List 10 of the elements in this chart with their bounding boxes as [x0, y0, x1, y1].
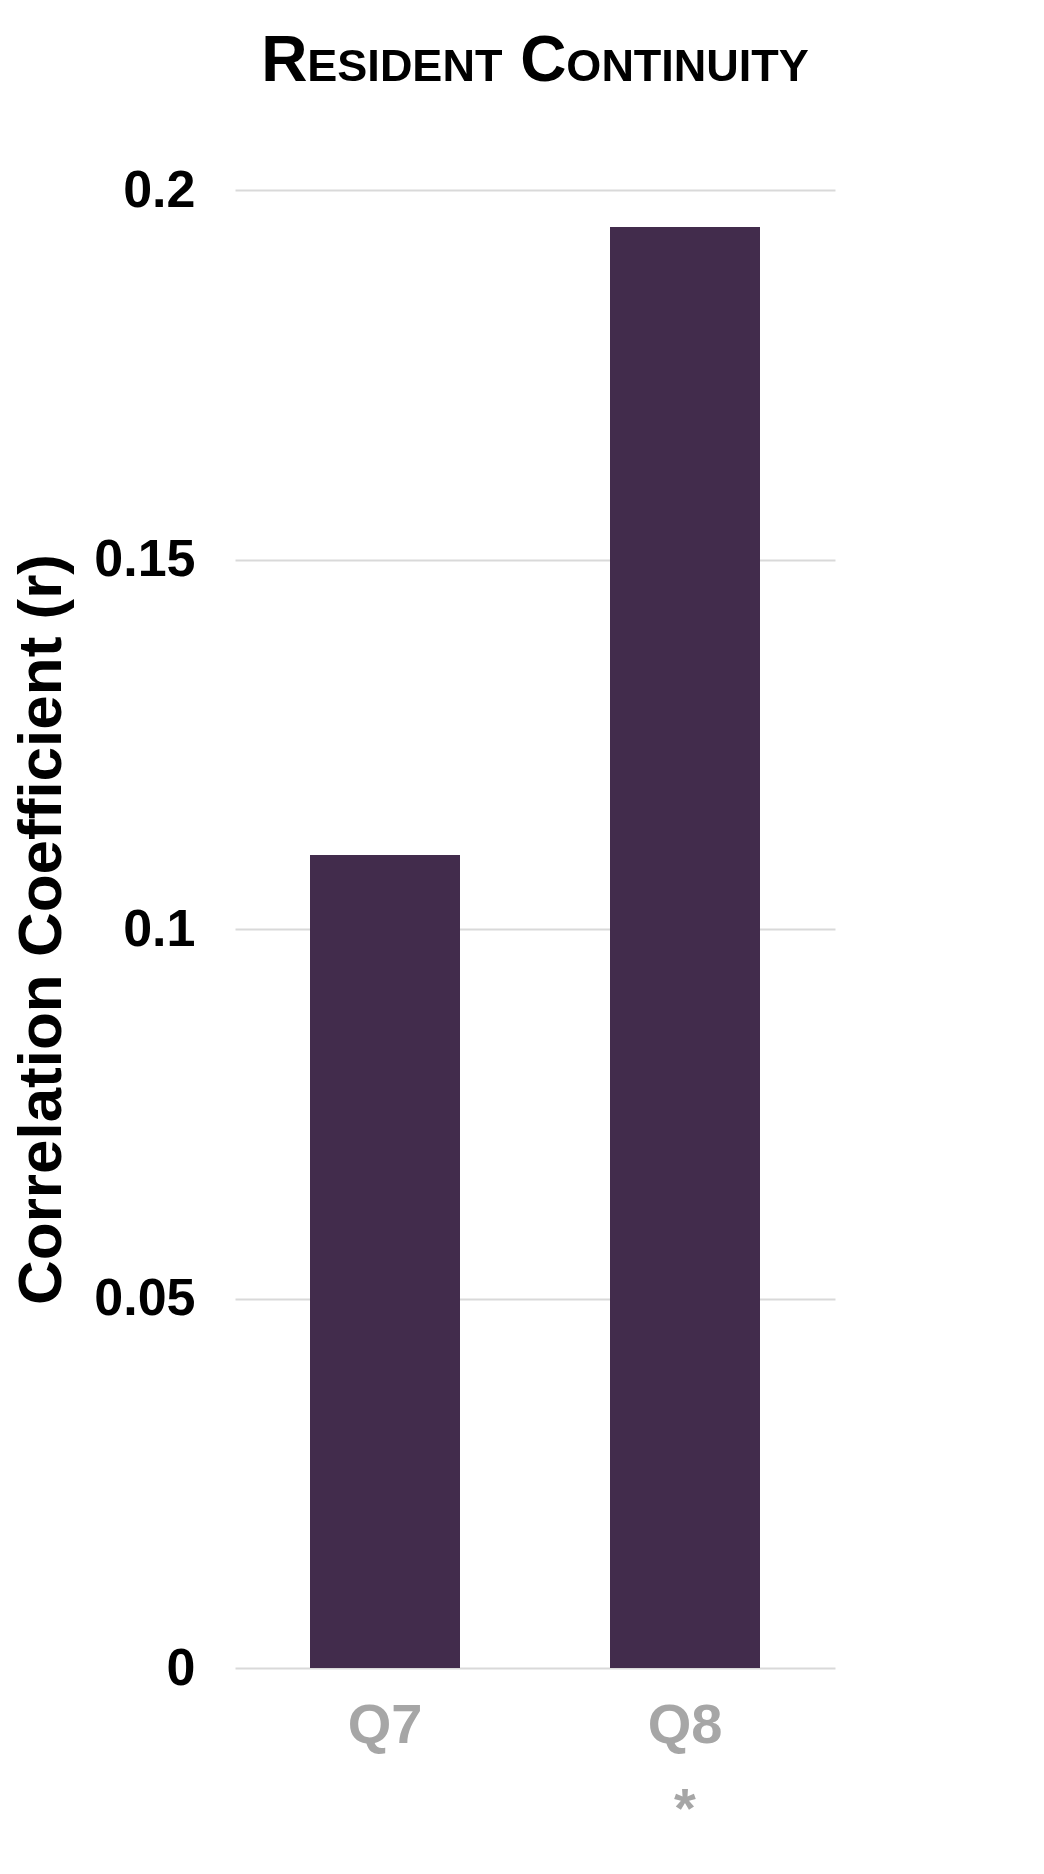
x-tick-label: Q7: [347, 1691, 423, 1755]
y-axis-title: Correlation Coefficient (r): [5, 554, 75, 1305]
x-tick-label: Q8: [647, 1691, 723, 1755]
y-tick-label: 0.15: [94, 529, 196, 587]
text: *: [674, 1776, 697, 1839]
y-tick-label: 0: [166, 1637, 196, 1696]
y-tick-label: 0.1: [123, 898, 196, 957]
y-tick-label: 0.2: [123, 159, 196, 218]
chart-title: Resident Continuity: [261, 23, 809, 95]
y-tick-label: 0.05: [94, 1268, 196, 1326]
